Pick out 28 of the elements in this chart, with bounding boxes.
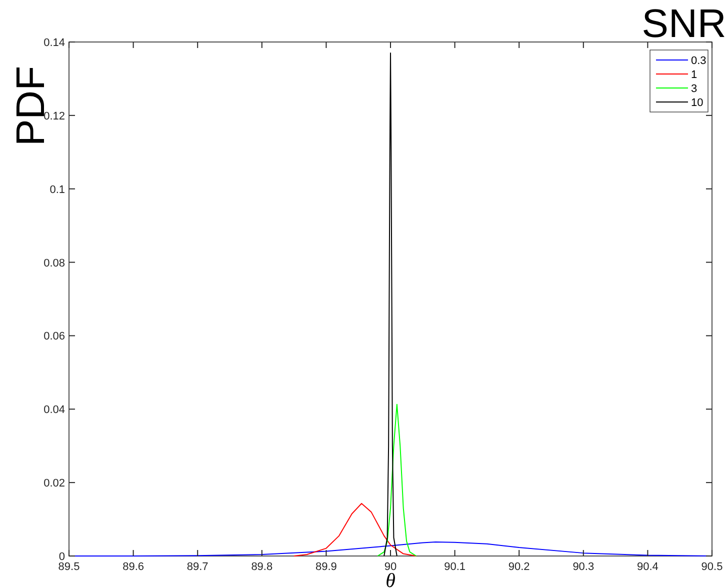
y-tick-label: 0.02 (44, 478, 65, 490)
x-tick-label: 89.7 (186, 561, 208, 573)
legend-title: SNR (642, 2, 726, 46)
line-series (294, 503, 417, 556)
x-tick-label: 89.9 (315, 561, 337, 573)
legend-label: 10 (691, 97, 704, 109)
y-tick-label: 0.04 (44, 404, 65, 416)
x-tick-label: 89.6 (122, 561, 144, 573)
y-tick-label: 0.06 (44, 330, 65, 343)
legend-label: 1 (691, 69, 698, 81)
line-series (377, 404, 417, 556)
legend-label: 0.3 (691, 55, 706, 67)
x-tick-label: 90.2 (508, 561, 530, 573)
line-series (384, 52, 398, 556)
y-tick-label: 0.08 (44, 257, 65, 270)
y-tick-label: 0.12 (44, 110, 65, 122)
x-tick-label: 90.3 (572, 561, 594, 573)
x-tick-label: 90.1 (444, 561, 466, 573)
y-tick-label: 0.1 (50, 184, 65, 196)
x-tick-label: 89.5 (58, 561, 80, 573)
legend-label: 3 (691, 83, 698, 95)
x-tick-label: 89.8 (251, 561, 273, 573)
x-tick-label: 90 (384, 561, 397, 573)
x-tick-label: 90.5 (701, 561, 723, 573)
y-tick-label: 0 (58, 551, 65, 563)
x-tick-label: 90.4 (636, 561, 658, 573)
y-tick-label: 0.14 (44, 37, 65, 49)
x-axis-title: θ (386, 570, 396, 588)
